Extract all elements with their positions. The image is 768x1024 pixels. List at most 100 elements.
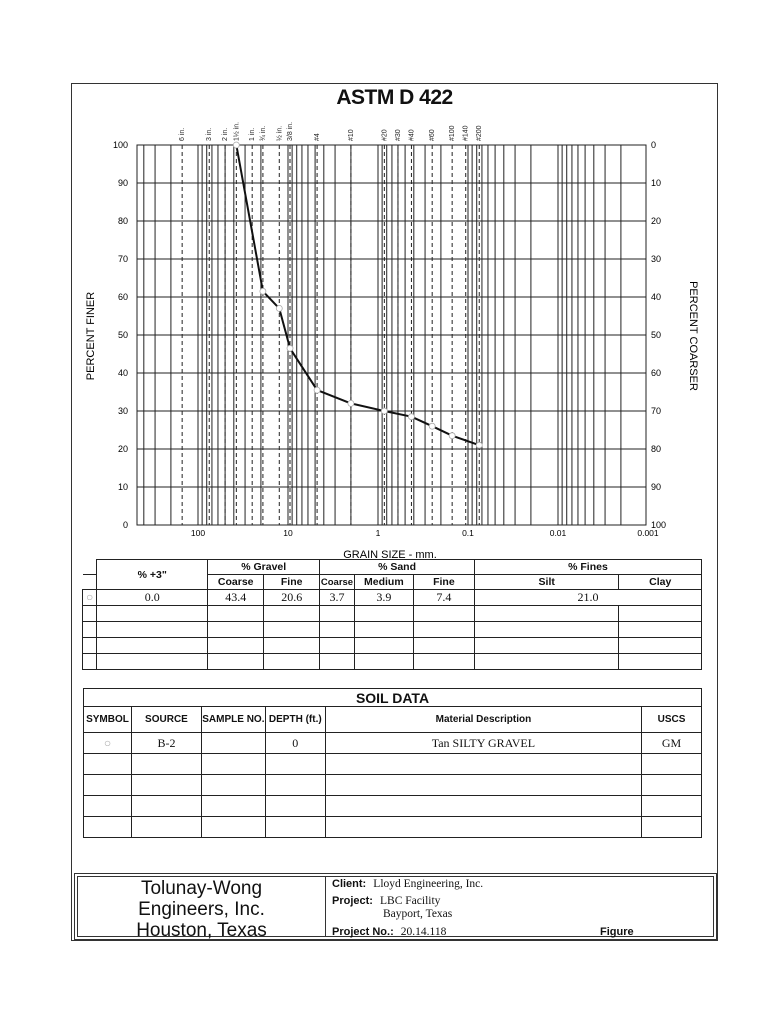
depth-header: DEPTH (ft.) <box>264 706 326 733</box>
svg-text:100: 100 <box>191 528 205 538</box>
svg-text:6 in.: 6 in. <box>179 128 186 141</box>
sample-no-value <box>200 732 266 754</box>
svg-text:#60: #60 <box>429 129 436 141</box>
svg-text:20: 20 <box>118 444 128 454</box>
svg-text:#140: #140 <box>463 125 470 141</box>
axis-ticks: 0102030405060708090100100908070605040302… <box>113 140 666 538</box>
svg-text:0.1: 0.1 <box>462 528 474 538</box>
data-point-marker <box>232 141 240 149</box>
sieve-lines: 6 in. 3 in. 2 in. 1½ in. 1 in. ¾ in. ½ in. 3/8 … <box>179 122 483 525</box>
svg-text:1: 1 <box>376 528 381 538</box>
circle-symbol-icon: ○ <box>81 589 98 606</box>
y-axis-label-right: PERCENT COARSER <box>687 281 699 391</box>
project-info: Client: Lloyd Engineering, Inc. Project:… <box>330 877 713 938</box>
company-line-1: Tolunay-Wong <box>140 878 263 899</box>
svg-text:30: 30 <box>118 406 128 416</box>
svg-text:10: 10 <box>651 178 661 188</box>
svg-text:50: 50 <box>118 330 128 340</box>
svg-text:¾ in.: ¾ in. <box>260 126 267 141</box>
svg-text:50: 50 <box>651 330 661 340</box>
gravel-header: % Gravel <box>207 559 321 575</box>
svg-text:10: 10 <box>283 528 293 538</box>
svg-text:70: 70 <box>651 406 661 416</box>
gradation-chart: 6 in. 3 in. 2 in. 1½ in. 1 in. ¾ in. ½ in. 3/8 … <box>85 122 699 560</box>
gravel-fine-header: Fine <box>263 574 321 590</box>
sand-medium-header: Medium <box>353 574 414 590</box>
data-point-marker <box>428 422 436 430</box>
uscs-header: USCS <box>641 706 702 733</box>
page-title: ASTM D 422 <box>336 86 453 109</box>
x-axis-label: GRAIN SIZE - mm. <box>343 549 437 560</box>
svg-text:#10: #10 <box>348 129 355 141</box>
sand-coarse-value: 3.7 <box>319 589 355 606</box>
svg-text:0.001: 0.001 <box>637 528 659 538</box>
material-description-header: Material Description <box>324 706 643 733</box>
table-row <box>83 795 702 817</box>
sand-coarse-header: Coarse <box>319 574 355 590</box>
svg-text:0.01: 0.01 <box>550 528 567 538</box>
table-row <box>83 774 702 796</box>
plus3-value: 0.0 <box>96 589 209 606</box>
data-point-marker <box>475 441 483 449</box>
svg-text:30: 30 <box>651 254 661 264</box>
table-row <box>81 637 702 654</box>
data-point-marker <box>259 287 267 295</box>
fines-value: 21.0 <box>473 589 703 606</box>
svg-text:1 in.: 1 in. <box>249 128 256 141</box>
svg-text:70: 70 <box>118 254 128 264</box>
svg-text:0: 0 <box>651 140 656 150</box>
svg-text:100: 100 <box>651 520 666 530</box>
fines-header: % Fines <box>473 559 703 575</box>
project-no-value: 20.14.118 <box>400 926 447 938</box>
y-axis-label: PERCENT FINER <box>85 292 97 380</box>
svg-text:20: 20 <box>651 216 661 226</box>
data-point-marker <box>408 413 415 421</box>
uscs-value: GM <box>641 732 702 754</box>
svg-text:1½ in.: 1½ in. <box>232 122 240 141</box>
data-point-marker <box>286 344 294 352</box>
chart-grid <box>136 144 647 526</box>
gravel-fine-value: 20.6 <box>263 589 321 606</box>
symbol-header: SYMBOL <box>83 706 132 733</box>
svg-text:0: 0 <box>123 520 128 530</box>
project-no-label: Project No.: <box>332 926 394 938</box>
table-row <box>83 753 702 775</box>
table-row <box>81 653 702 670</box>
svg-text:#40: #40 <box>408 129 415 141</box>
data-point-marker <box>313 386 321 394</box>
soil-data-title: SOIL DATA <box>83 688 702 707</box>
data-point-marker <box>380 407 388 415</box>
sand-fine-value: 7.4 <box>412 589 475 606</box>
svg-text:90: 90 <box>651 482 661 492</box>
svg-text:90: 90 <box>118 178 128 188</box>
table-row: ○ B-2 0 Tan SILTY GRAVEL GM <box>83 732 702 754</box>
svg-text:60: 60 <box>118 292 128 302</box>
figure-label: Figure <box>600 926 634 938</box>
svg-text:#200: #200 <box>476 125 483 141</box>
data-point-marker <box>347 399 355 407</box>
data-point-marker <box>448 432 456 440</box>
table-row <box>81 621 702 638</box>
svg-text:#20: #20 <box>381 129 388 141</box>
sample-no-header: SAMPLE NO. <box>200 706 266 733</box>
gradation-curve <box>232 141 483 449</box>
project-label: Project: <box>332 895 373 907</box>
sand-medium-value: 3.9 <box>353 589 414 606</box>
silt-header: Silt <box>473 574 620 590</box>
sand-header: % Sand <box>319 559 475 575</box>
company-line-3: Houston, Texas <box>136 920 267 941</box>
soil-data-table: SOIL DATA SYMBOL SOURCE SAMPLE NO. DEPTH… <box>83 688 702 838</box>
svg-text:#100: #100 <box>449 125 456 141</box>
project-line-2: Bayport, Texas <box>383 908 453 920</box>
client-value: Lloyd Engineering, Inc. <box>373 878 484 890</box>
svg-text:100: 100 <box>113 140 128 150</box>
clay-header: Clay <box>618 574 702 590</box>
material-description-value: Tan SILTY GRAVEL <box>324 732 643 754</box>
table-row: ○ 0.0 43.4 20.6 3.7 3.9 7.4 21.0 <box>81 589 703 606</box>
svg-text:40: 40 <box>118 368 128 378</box>
svg-text:10: 10 <box>118 482 128 492</box>
svg-text:80: 80 <box>118 216 128 226</box>
grain-size-table: % +3" % Gravel % Sand % Fines Coarse Fin… <box>81 559 703 670</box>
depth-value: 0 <box>264 732 326 754</box>
source-header: SOURCE <box>130 706 202 733</box>
